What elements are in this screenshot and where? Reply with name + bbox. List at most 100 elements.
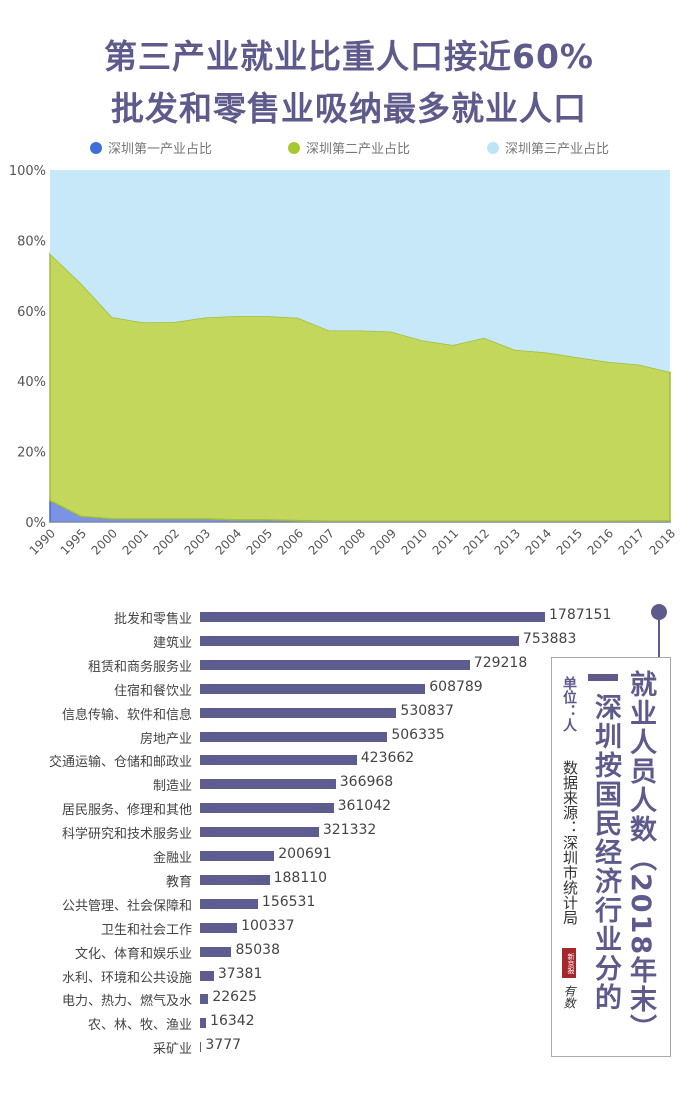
- bar-value-label: 16342: [210, 1013, 255, 1030]
- pin-dot: [651, 604, 667, 620]
- bar-category-label: 文化、体育和娱乐业: [74, 946, 192, 962]
- x-tick-label: 2018: [647, 526, 678, 557]
- bar: [200, 922, 238, 933]
- title-line-1: 第三产业就业比重人口接近60%: [104, 37, 594, 76]
- y-tick-label: 60%: [17, 305, 46, 320]
- legend-dot-icon: [288, 141, 300, 154]
- x-tick-label: 2003: [182, 526, 213, 557]
- x-tick-label: 2006: [275, 526, 306, 557]
- bar-value-label: 361042: [337, 798, 392, 815]
- bar-category-label: 电力、热力、燃气及水: [61, 994, 192, 1010]
- bar: [200, 779, 336, 790]
- x-tick-label: 2011: [430, 526, 461, 557]
- x-tick-label: 2016: [585, 526, 616, 557]
- bar: [200, 755, 357, 766]
- legend-item-tertiary: 深圳第三产业占比: [487, 138, 609, 157]
- x-tick-label: 2005: [244, 526, 275, 557]
- bar-value-label: 37381: [217, 965, 263, 982]
- x-tick-label: 2009: [368, 526, 399, 557]
- logo: 新京报: [562, 948, 576, 978]
- bar: [200, 994, 209, 1005]
- x-tick-label: 2007: [306, 526, 337, 557]
- legend-label: 深圳第三产业占比: [505, 142, 610, 157]
- x-tick-label: 2000: [89, 526, 120, 557]
- bar-value-label: 85038: [235, 941, 280, 958]
- bar-value-label: 22625: [212, 989, 257, 1006]
- x-tick-label: 2014: [523, 526, 554, 557]
- bar-category-label: 建筑业: [152, 635, 192, 651]
- legend-label: 深圳第二产业占比: [306, 142, 411, 157]
- bar-category-label: 卫生和社会工作: [100, 922, 192, 938]
- bar-value-label: 753883: [522, 630, 577, 647]
- bar-value-label: 608789: [429, 678, 483, 695]
- bar-value-label: 188110: [273, 869, 328, 886]
- bar-value-label: 156531: [261, 893, 316, 910]
- y-tick-label: 20%: [17, 446, 46, 461]
- bar-category-label: 农、林、牧、渔业: [87, 1018, 192, 1034]
- area-series-2: [50, 170, 670, 373]
- x-tick-label: 2017: [616, 526, 647, 557]
- bar-value-label: 3777: [205, 1037, 242, 1054]
- bar: [200, 803, 334, 814]
- x-tick-label: 2001: [120, 526, 151, 557]
- bar-category-label: 交通运输、仓储和邮政业: [48, 755, 192, 771]
- bar-category-label: 租赁和商务服务业: [87, 659, 192, 675]
- bar-category-label: 住宿和餐饮业: [113, 683, 192, 699]
- x-tick-label: 2008: [337, 526, 368, 557]
- bar-category-label: 房地产业: [139, 731, 192, 747]
- title-accent-bar: [588, 674, 618, 681]
- unit-label: 单位：人: [561, 676, 577, 732]
- bar: [200, 683, 426, 694]
- legend-dot-icon: [487, 141, 499, 154]
- bar: [200, 827, 319, 838]
- pin-line: [658, 614, 660, 658]
- y-tick-label: 40%: [17, 375, 46, 390]
- bar-category-label: 金融业: [152, 851, 192, 866]
- bar: [200, 874, 270, 885]
- source-label: 数据来源：深圳市统计局: [561, 760, 579, 925]
- bar-category-label: 水利、环境和公共设施: [61, 970, 192, 986]
- bar-value-label: 530837: [400, 702, 454, 719]
- y-tick-label: 80%: [17, 234, 46, 249]
- title-line-2: 批发和零售业吸纳最多就业人口: [111, 89, 587, 128]
- bar: [200, 1042, 202, 1053]
- bar-value-label: 1787151: [549, 607, 612, 623]
- title-panel: [551, 657, 671, 1057]
- y-tick-label: 100%: [9, 164, 46, 179]
- x-tick-label: 2010: [399, 526, 430, 557]
- bar-category-label: 科学研究和技术服务业: [61, 827, 192, 843]
- bar-category-label: 批发和零售业: [113, 612, 192, 627]
- x-tick-label: 2013: [492, 526, 523, 557]
- bar-category-label: 制造业: [152, 779, 192, 795]
- bar-value-label: 200691: [278, 846, 332, 862]
- bar: [200, 635, 519, 646]
- bar: [200, 898, 258, 909]
- bar-value-label: 729218: [473, 654, 528, 671]
- area-chart: 0%20%40%60%80%100%1990 1995 2000 2001 2002 20…: [9, 164, 678, 558]
- bar: [200, 659, 470, 670]
- bar-category-label: 信息传输、软件和信息: [61, 707, 192, 723]
- bar-value-label: 100337: [241, 917, 295, 934]
- legend-item-secondary: 深圳第二产业占比: [288, 138, 410, 157]
- legend-item-primary: 深圳第一产业占比: [90, 138, 212, 157]
- bar: [200, 851, 275, 861]
- x-tick-label: 2012: [461, 526, 492, 557]
- x-tick-label: 1995: [58, 526, 89, 557]
- bar-category-label: 公共管理、社会保障和: [61, 898, 192, 914]
- logo-sub: 有数: [562, 985, 576, 1009]
- x-tick-label: 2015: [554, 526, 585, 557]
- bar-category-label: 居民服务、修理和其他: [61, 803, 192, 819]
- bar: [200, 1018, 207, 1029]
- bar: [200, 946, 232, 957]
- x-tick-label: 2004: [213, 526, 244, 557]
- bar: [200, 731, 388, 742]
- y-tick-label: 0%: [25, 516, 46, 531]
- legend-dot-icon: [90, 141, 102, 154]
- bar-value-label: 506335: [391, 726, 445, 743]
- bar-category-label: 教育: [165, 874, 192, 890]
- bar-value-label: 423662: [360, 750, 415, 767]
- bar-category-label: 采矿业: [152, 1042, 192, 1058]
- panel-title-sub: 深圳按国民经济行业分的: [590, 693, 621, 1012]
- bar: [200, 707, 397, 718]
- bar-value-label: 366968: [339, 774, 394, 791]
